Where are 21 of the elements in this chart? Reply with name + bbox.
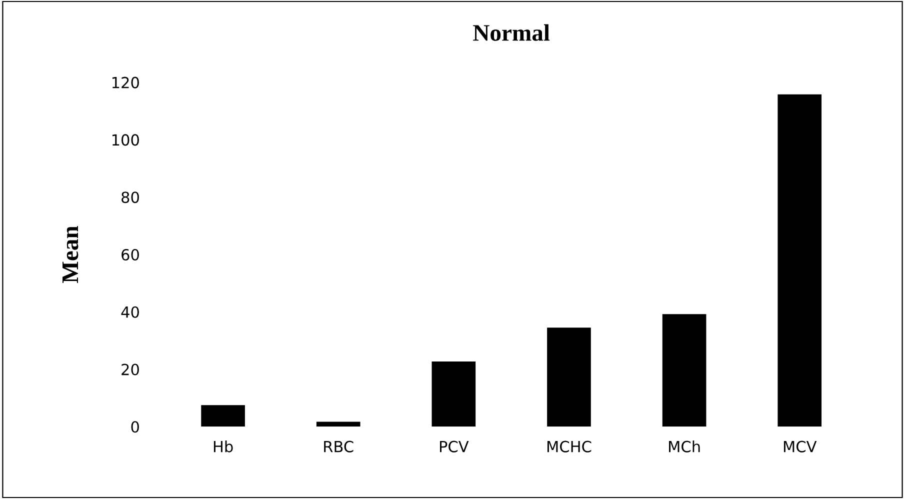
x-tick-label: MCV bbox=[784, 440, 817, 452]
bar bbox=[432, 362, 476, 427]
y-axis-title: Mean bbox=[62, 226, 78, 283]
bar bbox=[662, 314, 706, 427]
bar bbox=[316, 422, 360, 427]
y-tick-label: 120 bbox=[112, 76, 139, 88]
y-tick-label: 100 bbox=[112, 134, 139, 146]
y-tick-label: 20 bbox=[122, 364, 139, 376]
chart-title: Normal bbox=[473, 24, 550, 41]
x-tick-label: MCh bbox=[669, 440, 700, 452]
x-tick-label: PCV bbox=[440, 440, 469, 452]
x-tick-label: MCHC bbox=[547, 440, 592, 452]
y-tick-label: 60 bbox=[122, 248, 139, 261]
x-tick-label: Hb bbox=[214, 440, 233, 452]
bar bbox=[201, 405, 245, 427]
bar bbox=[547, 328, 591, 427]
x-tick-label: RBC bbox=[324, 440, 354, 452]
bar bbox=[778, 94, 822, 427]
y-tick-label: 0 bbox=[131, 421, 139, 433]
y-tick-label: 40 bbox=[121, 306, 139, 318]
y-tick-label: 80 bbox=[122, 192, 139, 204]
